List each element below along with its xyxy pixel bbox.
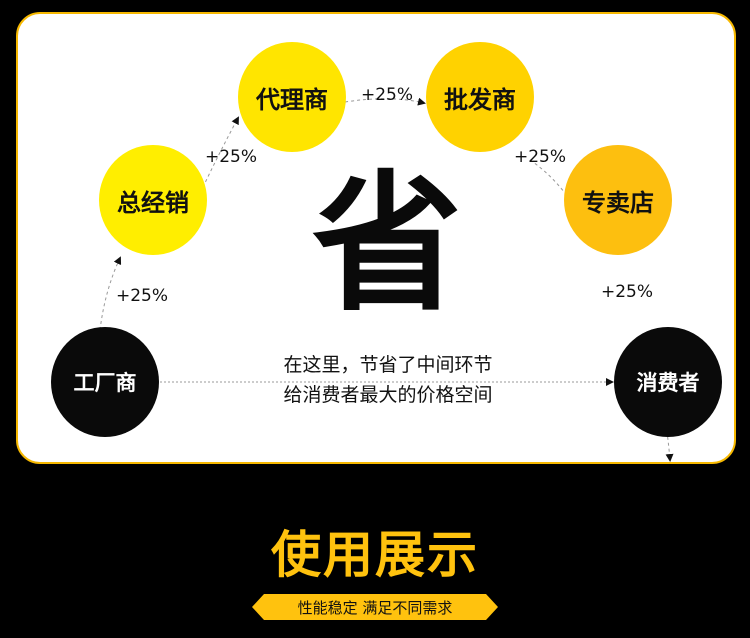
node-agent: 代理商 bbox=[238, 42, 346, 152]
caption: 在这里，节省了中间环节 给消费者最大的价格空间 bbox=[258, 350, 518, 410]
arrow-factory-distributor bbox=[99, 256, 122, 331]
arrow-wholesaler-store bbox=[529, 159, 584, 222]
arrow-distributor-agent bbox=[187, 116, 239, 221]
node-wholesaler: 批发商 bbox=[426, 42, 534, 152]
markup-label: +25% bbox=[205, 147, 258, 167]
node-distributor: 总经销 bbox=[99, 145, 207, 255]
markup-label: +25% bbox=[361, 85, 414, 105]
caption-line-1: 在这里，节省了中间环节 bbox=[283, 354, 493, 376]
section-title: 使用展示 bbox=[271, 526, 479, 584]
node-store: 专卖店 bbox=[564, 145, 672, 255]
markup-label: +25% bbox=[514, 147, 567, 167]
node-factory: 工厂商 bbox=[51, 327, 159, 437]
subtitle-banner: 性能稳定 满足不同需求 bbox=[252, 594, 498, 620]
subtitle-text: 性能稳定 满足不同需求 bbox=[297, 598, 453, 617]
markup-label: +25% bbox=[116, 286, 169, 306]
markup-label: +25% bbox=[601, 282, 654, 302]
caption-line-2: 给消费者最大的价格空间 bbox=[283, 384, 493, 406]
arrow-agent-wholesaler bbox=[344, 97, 426, 106]
node-consumer: 消费者 bbox=[614, 327, 722, 437]
save-character: 省 bbox=[312, 158, 463, 332]
